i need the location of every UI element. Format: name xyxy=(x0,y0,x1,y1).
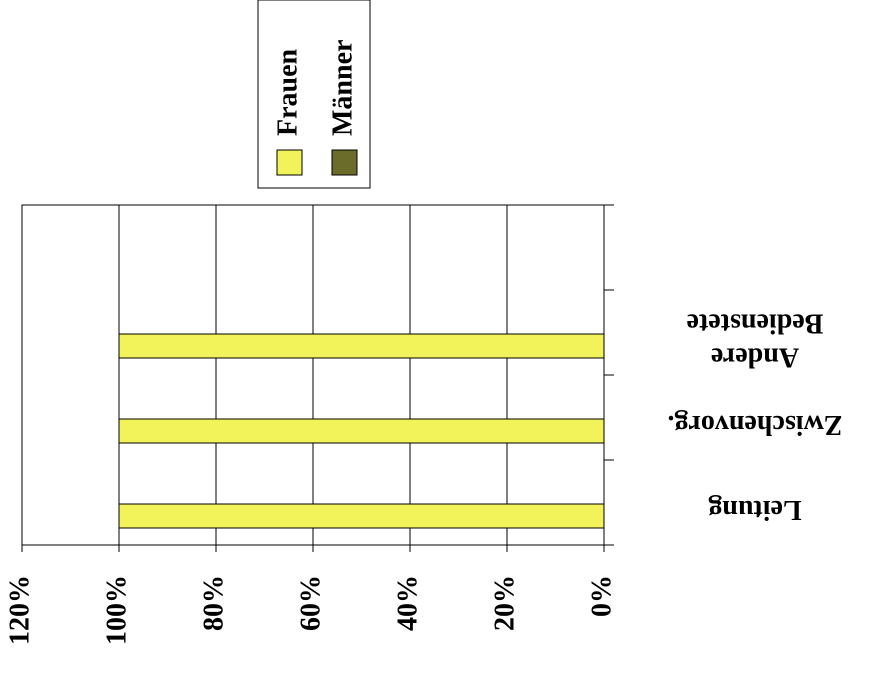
bar xyxy=(118,333,605,359)
x-tick-label: 120% xyxy=(4,575,35,645)
x-tick-label: 20% xyxy=(489,575,520,631)
y-tick-label: Zwischenvorg. xyxy=(668,409,843,440)
bar xyxy=(118,418,605,444)
x-tick-label: 40% xyxy=(392,575,423,631)
legend-swatch xyxy=(276,149,303,176)
legend-swatch xyxy=(331,149,358,176)
x-tick-label: 80% xyxy=(198,575,229,631)
y-tick-label: AndereBedienstete xyxy=(687,307,824,372)
legend-label: Frauen xyxy=(272,48,303,136)
y-tick-label-group: Zwischenvorg. xyxy=(668,409,843,440)
bar xyxy=(118,503,605,529)
x-tick-label: 60% xyxy=(295,575,326,631)
legend-label: Männer xyxy=(327,40,358,136)
x-tick-label: 100% xyxy=(101,575,132,645)
y-tick-label-group: Leitung xyxy=(708,494,801,525)
x-tick-label: 0% xyxy=(586,575,617,617)
y-tick-label-group: AndereBedienstete xyxy=(687,307,824,372)
y-tick-label: Leitung xyxy=(708,494,801,525)
